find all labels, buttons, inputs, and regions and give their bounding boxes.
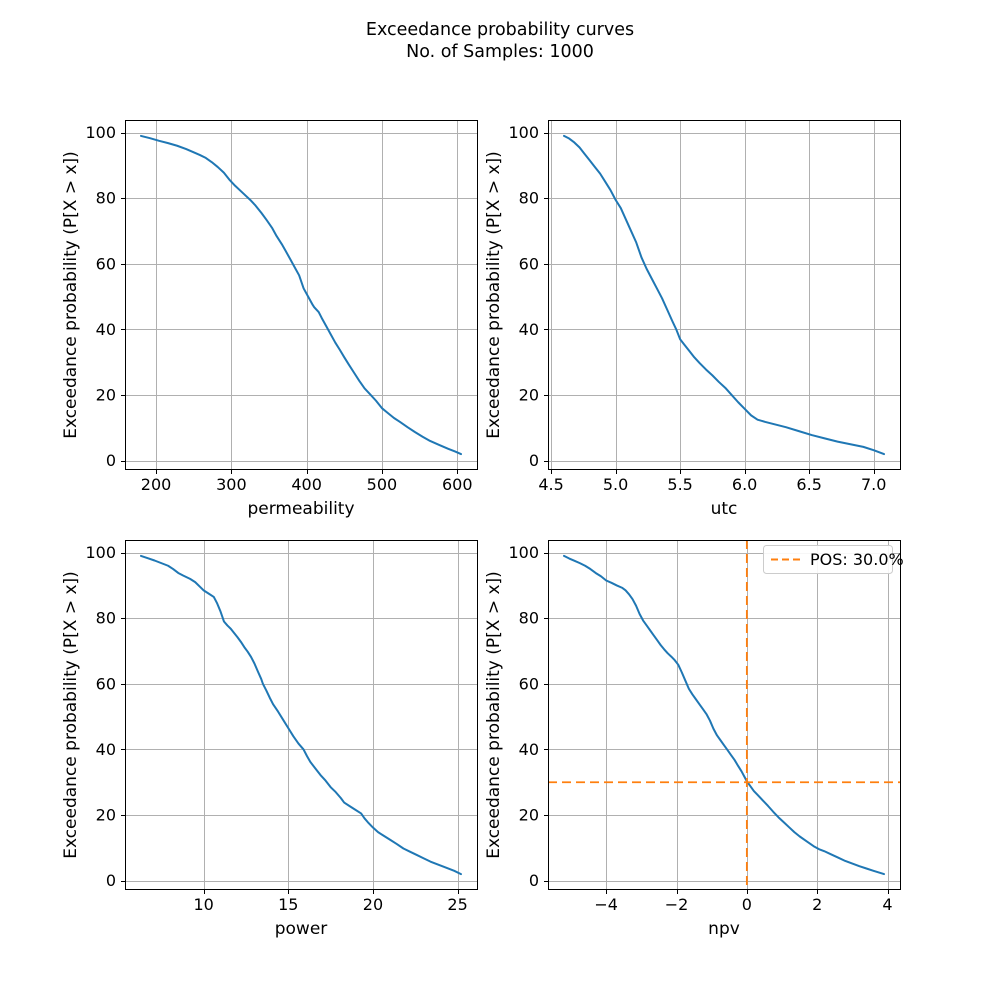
- power-frame: [125, 540, 478, 890]
- npv-y-tick-label: 20: [519, 806, 539, 825]
- npv-x-axis-label: npv: [708, 919, 740, 939]
- subplot-power: 10 15 20 25 0 20 40 60 80 100 power Exceedance prob…: [61, 540, 478, 939]
- permeability-y-tick-label: 0: [106, 451, 116, 470]
- permeability-y-tick-label: 20: [96, 386, 116, 405]
- permeability-x-tick-label: 300: [216, 475, 247, 494]
- npv-legend: POS: 30.0%: [763, 545, 904, 574]
- utc-y-tick-label: 40: [519, 320, 539, 339]
- utc-y-tick-label: 100: [508, 123, 539, 142]
- power-x-tick-label: 10: [193, 895, 213, 914]
- npv-y-tick-label: 40: [519, 740, 539, 759]
- power-y-tick-label: 20: [96, 806, 116, 825]
- npv-x-tick-label: 0: [742, 895, 752, 914]
- power-y-tick-label: 40: [96, 740, 116, 759]
- utc-x-tick-label: 6.0: [732, 475, 757, 494]
- npv-legend-box: [763, 545, 893, 574]
- npv-y-tick-label: 0: [529, 871, 539, 890]
- permeability-exceedance_curve: [140, 134, 462, 456]
- utc-x-tick-label: 6.5: [796, 475, 821, 494]
- utc-y-tick-label: 20: [519, 386, 539, 405]
- power-y-tick-label: 100: [85, 543, 116, 562]
- npv-x-tick-label: 2: [812, 895, 822, 914]
- permeability-y-tick-label: 80: [96, 189, 116, 208]
- subplot-permeability: 200 300 400 500 600 0 20 40 60 80 100 permeability E…: [61, 120, 478, 519]
- npv-x-tick-label: −4: [594, 895, 618, 914]
- permeability-frame: [125, 120, 478, 470]
- utc-y-tick-label: 80: [519, 189, 539, 208]
- permeability-y-tick-label: 40: [96, 320, 116, 339]
- utc-x-tick-label: 7.0: [861, 475, 886, 494]
- permeability-y-axis-label: Exceedance probability (P[X > x]): [61, 151, 81, 439]
- npv-y-axis-label: Exceedance probability (P[X > x]): [484, 571, 504, 859]
- npv-y-tick-label: 80: [519, 609, 539, 628]
- permeability-x-tick-label: 200: [141, 475, 172, 494]
- subplot-utc: 4.5 5.0 5.5 6.0 6.5 7.0 0 20 40 60 80 100 utc Exceeda…: [484, 120, 901, 519]
- utc-frame: [548, 120, 901, 470]
- figure-title-line1: Exceedance probability curves: [365, 20, 635, 40]
- utc-exceedance_curve: [563, 134, 885, 456]
- utc-y-axis-label: Exceedance probability (P[X > x]): [484, 151, 504, 439]
- utc-y-tick-label: 60: [519, 254, 539, 273]
- npv-exceedance_curve: [563, 554, 885, 876]
- npv-legend-label: POS: 30.0%: [810, 550, 904, 569]
- utc-x-tick-label: 5.5: [667, 475, 692, 494]
- npv-y-tick-label: 60: [519, 674, 539, 693]
- permeability-x-tick-label: 600: [442, 475, 473, 494]
- power-x-tick-label: 15: [278, 895, 298, 914]
- npv-y-tick-label: 100: [508, 543, 539, 562]
- permeability-x-tick-label: 500: [367, 475, 398, 494]
- power-y-axis-label: Exceedance probability (P[X > x]): [61, 571, 81, 859]
- power-exceedance_curve: [140, 554, 462, 876]
- utc-x-axis-label: utc: [711, 499, 738, 519]
- npv-x-tick-label: −2: [665, 895, 689, 914]
- power-y-tick-label: 60: [96, 674, 116, 693]
- npv-frame: [548, 540, 901, 890]
- power-y-tick-label: 80: [96, 609, 116, 628]
- utc-y-tick-label: 0: [529, 451, 539, 470]
- power-y-tick-label: 0: [106, 871, 116, 890]
- power-x-tick-label: 25: [447, 895, 467, 914]
- permeability-x-axis-label: permeability: [247, 499, 354, 519]
- permeability-x-tick-label: 400: [291, 475, 322, 494]
- permeability-y-tick-label: 60: [96, 254, 116, 273]
- utc-x-tick-label: 5.0: [603, 475, 628, 494]
- utc-x-tick-label: 4.5: [538, 475, 563, 494]
- figure-title-line2: No. of Samples: 1000: [406, 42, 594, 62]
- power-x-tick-label: 20: [363, 895, 383, 914]
- power-x-axis-label: power: [275, 919, 328, 939]
- permeability-y-tick-label: 100: [85, 123, 116, 142]
- figure-title: Exceedance probability curves No. of Sam…: [0, 19, 1000, 63]
- npv-x-tick-label: 4: [882, 895, 892, 914]
